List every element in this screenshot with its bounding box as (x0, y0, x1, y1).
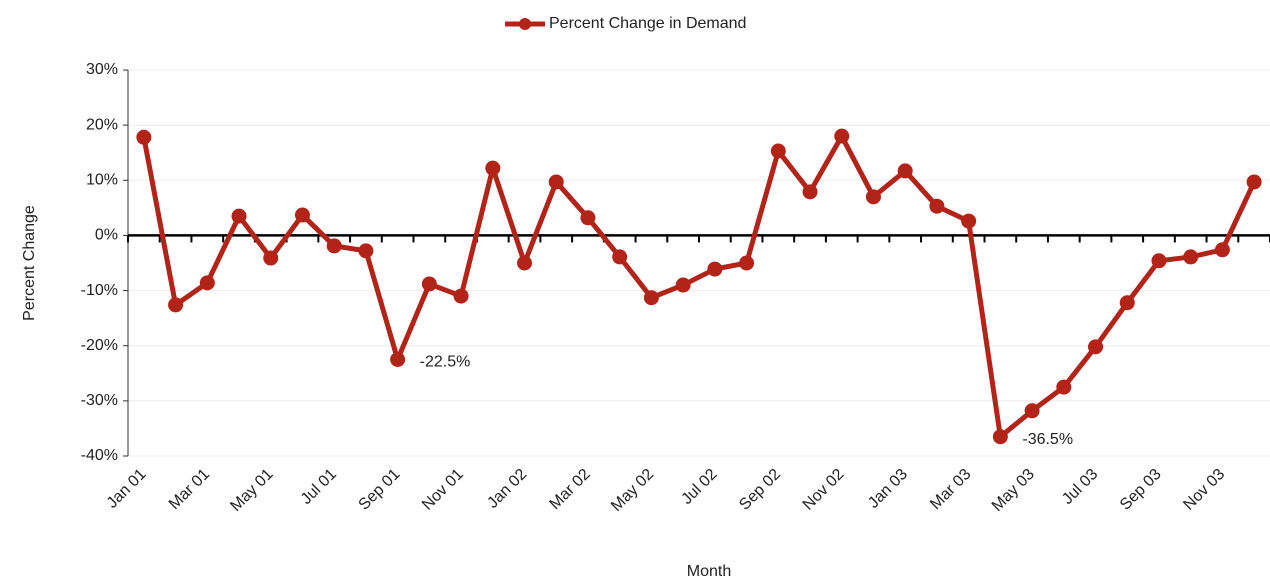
data-point (1119, 295, 1135, 311)
x-tick-label: Jul 01 (298, 466, 340, 508)
data-point (643, 290, 659, 306)
x-tick-label: Nov 03 (1180, 466, 1228, 514)
data-point (358, 243, 374, 259)
legend-marker (519, 18, 531, 30)
x-tick-label: Sep 03 (1117, 466, 1165, 514)
y-tick-label: 10% (86, 172, 118, 189)
x-tick-label: May 02 (608, 466, 657, 515)
data-point (675, 277, 691, 293)
data-point (517, 255, 533, 271)
series-line (141, 133, 1257, 440)
data-label: -36.5% (1022, 431, 1073, 448)
x-tick-label: Nov 02 (800, 466, 848, 514)
x-tick-label: May 03 (989, 466, 1038, 515)
data-point (580, 210, 596, 226)
x-tick-label: Mar 03 (927, 466, 974, 513)
y-tick-label: 0% (95, 227, 118, 244)
x-tick-label: Mar 01 (166, 466, 213, 513)
data-point (1214, 242, 1230, 258)
data-point (1183, 249, 1199, 265)
data-point (802, 184, 818, 200)
data-point (231, 208, 247, 224)
data-point (294, 207, 310, 223)
x-tick-label: Sep 02 (736, 466, 784, 514)
x-tick-label: Sep 01 (356, 466, 404, 514)
data-point (865, 189, 881, 205)
data-point (1024, 403, 1040, 419)
x-tick-label: May 01 (227, 466, 276, 515)
data-point (199, 275, 215, 291)
legend-label: Percent Change in Demand (549, 15, 746, 32)
y-tick-label: 20% (86, 116, 118, 133)
x-tick-label: Jul 02 (678, 466, 720, 508)
data-point (612, 249, 628, 265)
data-label: -22.5% (420, 354, 471, 371)
data-point (136, 129, 152, 145)
data-point (770, 143, 786, 159)
data-point (929, 198, 945, 214)
data-point (1151, 253, 1167, 269)
data-point (421, 276, 437, 292)
y-axis-title: Percent Change (21, 205, 38, 321)
y-tick-label: 30% (86, 61, 118, 78)
x-tick-label: Jan 02 (484, 466, 530, 512)
x-tick-label: Jan 03 (865, 466, 911, 512)
data-point (168, 297, 184, 313)
data-point (1056, 379, 1072, 395)
y-tick-label: -10% (81, 282, 118, 299)
data-point (326, 238, 342, 254)
data-point (992, 429, 1008, 445)
y-tick-label: -40% (81, 447, 118, 464)
data-point (961, 213, 977, 229)
data-point (834, 128, 850, 144)
data-point (485, 160, 501, 176)
y-tick-label: -20% (81, 337, 118, 354)
data-point (897, 163, 913, 179)
x-axis-title: Month (687, 563, 731, 580)
x-tick-label: Mar 02 (547, 466, 594, 513)
data-point (390, 352, 406, 367)
y-tick-label: -30% (81, 392, 118, 409)
x-tick-label: Jul 03 (1059, 466, 1101, 508)
data-point (548, 174, 564, 190)
data-point (739, 255, 755, 271)
data-point (263, 250, 279, 266)
data-point (453, 288, 469, 304)
data-point (1088, 339, 1104, 355)
data-point (1246, 174, 1262, 190)
x-tick-label: Jan 01 (104, 466, 150, 512)
data-point (707, 261, 723, 277)
x-tick-label: Nov 01 (419, 466, 467, 514)
